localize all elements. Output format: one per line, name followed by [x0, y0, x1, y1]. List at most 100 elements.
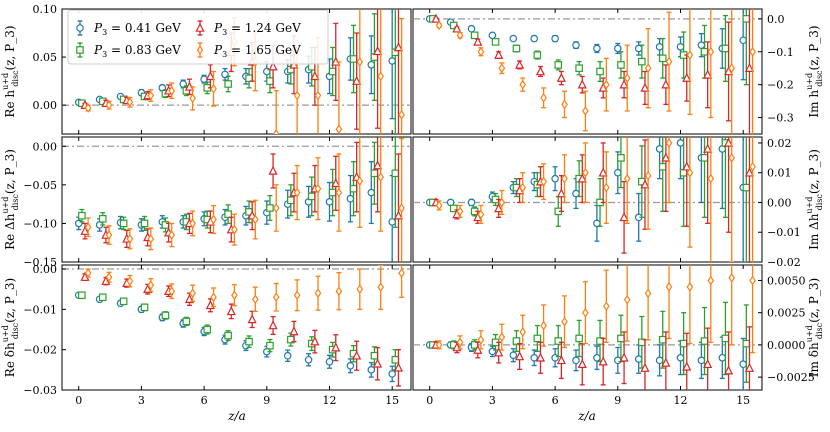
data-point: [356, 176, 364, 186]
data-point: [644, 170, 652, 181]
data-point: [682, 72, 692, 82]
data-point: [226, 306, 236, 316]
data-point: [661, 357, 671, 367]
data-point: [372, 358, 383, 368]
y-tick-label: 0.01: [767, 167, 792, 180]
x-tick-label: 0: [75, 394, 82, 407]
data-point: [582, 167, 589, 178]
legend-frame: [67, 9, 329, 65]
data-point: [530, 34, 539, 43]
data-point: [655, 356, 664, 365]
data-point: [140, 303, 149, 312]
data-point: [268, 61, 278, 71]
data-point: [498, 63, 506, 74]
data-point: [435, 20, 443, 31]
data-point: [105, 230, 113, 240]
data-point: [515, 351, 525, 361]
data-point: [634, 355, 643, 363]
legend-label: P3 = 0.83 GeV: [93, 43, 181, 59]
y-axis-label: Re δhu+ddisc(z, P_3): [1, 278, 20, 377]
x-tick-label: 3: [489, 394, 496, 407]
data-point: [251, 214, 259, 225]
data-point: [676, 139, 685, 147]
y-tick-label: 0.0025: [767, 307, 806, 320]
data-point: [494, 49, 504, 59]
y-tick-label: 0.00: [33, 140, 58, 153]
data-point: [335, 286, 343, 297]
data-point: [577, 358, 587, 369]
data-point: [602, 79, 610, 90]
x-tick-label: 6: [552, 394, 559, 407]
data-point: [686, 50, 694, 60]
y-axis-label: Re hu+ddisc(z, P_3): [1, 25, 20, 117]
data-point: [617, 61, 625, 69]
y-tick-label: −0.01: [767, 226, 801, 239]
data-point: [367, 60, 376, 69]
data-point: [512, 44, 521, 53]
data-point: [728, 63, 736, 74]
data-point: [728, 152, 736, 163]
data-point: [147, 233, 155, 244]
data-point: [372, 45, 383, 56]
plot-frame: [412, 136, 763, 263]
data-point: [572, 356, 580, 365]
data-point: [577, 79, 587, 89]
data-point: [467, 24, 476, 33]
data-point: [452, 23, 462, 33]
legend-marker: [196, 45, 204, 55]
data-point: [289, 326, 299, 336]
data-point: [707, 275, 715, 286]
series-P041: [74, 161, 396, 262]
data-point: [640, 82, 650, 92]
data-point: [266, 341, 274, 350]
data-point: [617, 334, 625, 343]
series-P124: [80, 271, 404, 387]
data-point: [749, 275, 756, 286]
data-point: [665, 56, 673, 67]
series-P165: [84, 265, 405, 313]
data-point: [98, 214, 107, 223]
data-point: [697, 356, 706, 365]
data-point: [700, 337, 709, 345]
data-point: [644, 288, 652, 299]
data-point: [602, 301, 610, 312]
data-layer: [425, 265, 756, 390]
data-point: [310, 336, 320, 346]
data-point: [509, 351, 518, 360]
x-tick-label: 15: [385, 394, 399, 407]
data-point: [168, 286, 176, 297]
data-point: [272, 292, 280, 303]
data-point: [515, 59, 525, 69]
data-point: [703, 143, 713, 153]
data-point: [388, 370, 396, 378]
data-point: [470, 31, 479, 40]
data-point: [498, 197, 506, 208]
y-tick-label: 0.00: [767, 196, 792, 209]
data-point: [161, 221, 170, 229]
data-layer: [425, 137, 756, 262]
data-point: [593, 219, 601, 228]
data-point: [593, 44, 601, 53]
data-point: [554, 337, 563, 345]
y-axis-label: Im Δhu+ddisc(z, P_3): [805, 149, 824, 250]
data-point: [582, 307, 589, 318]
data-point: [224, 210, 232, 218]
x-tick-label: 3: [138, 394, 145, 407]
data-point: [126, 233, 134, 244]
y-tick-label: −0.3: [767, 112, 794, 125]
data-point: [561, 316, 568, 327]
data-point: [494, 347, 504, 357]
legend-label: P3 = 1.65 GeV: [213, 43, 301, 59]
data-point: [352, 350, 362, 360]
data-point: [602, 182, 610, 193]
data-point: [78, 291, 86, 300]
data-point: [272, 203, 280, 213]
data-point: [519, 182, 527, 193]
data-point: [391, 169, 400, 178]
data-point: [749, 161, 756, 172]
data-point: [686, 167, 694, 178]
data-point: [467, 198, 476, 207]
data-point: [224, 331, 232, 340]
data-point: [349, 184, 358, 193]
data-point: [488, 31, 497, 40]
